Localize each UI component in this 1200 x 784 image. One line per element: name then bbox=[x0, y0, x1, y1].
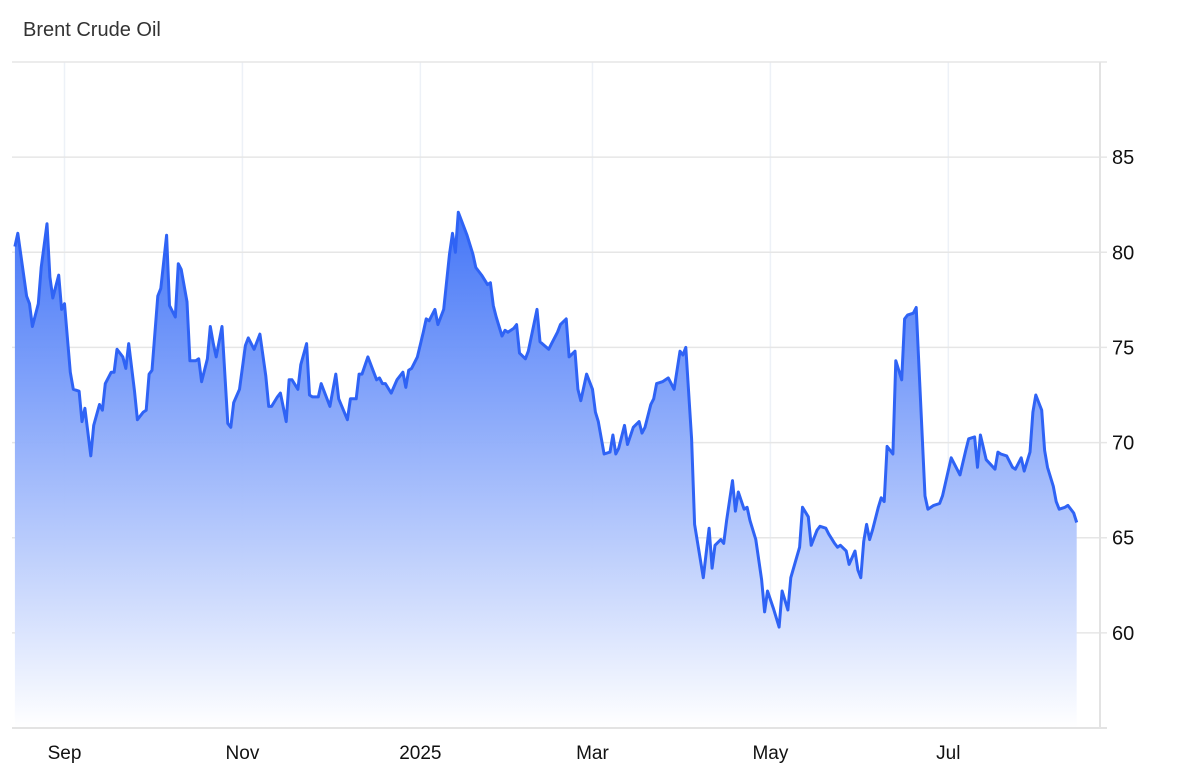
x-tick-label: Mar bbox=[576, 743, 609, 764]
y-tick-label: 85 bbox=[1112, 147, 1134, 169]
x-tick-label: 2025 bbox=[399, 743, 441, 764]
y-tick-label: 60 bbox=[1112, 623, 1134, 645]
y-tick-label: 70 bbox=[1112, 433, 1134, 455]
x-tick-label: Nov bbox=[226, 743, 260, 764]
x-tick-label: Sep bbox=[48, 743, 82, 764]
y-tick-label: 65 bbox=[1112, 528, 1134, 550]
chart-title: Brent Crude Oil bbox=[23, 19, 161, 41]
price-line bbox=[13, 210, 1079, 629]
price-area bbox=[14, 212, 1077, 729]
x-tick-label: Jul bbox=[936, 743, 960, 764]
x-tick-label: May bbox=[752, 743, 788, 764]
y-tick-label: 80 bbox=[1112, 242, 1134, 264]
y-tick-label: 75 bbox=[1112, 337, 1134, 359]
